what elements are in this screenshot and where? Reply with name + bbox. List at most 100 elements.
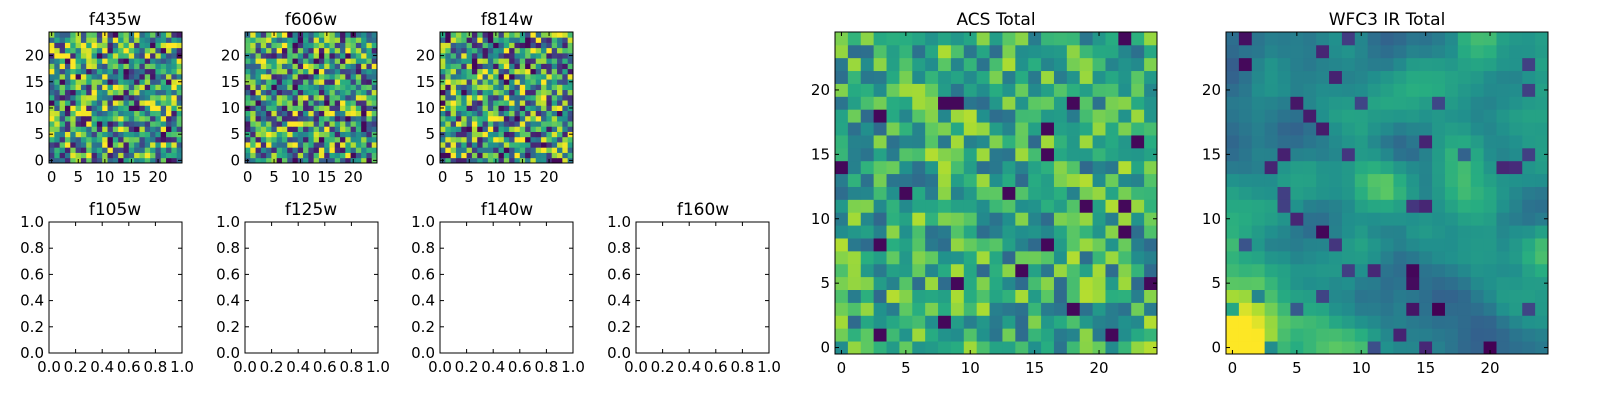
heatmap-cell [1251, 109, 1266, 123]
heatmap-cell [176, 94, 183, 101]
heatmap-cell [250, 58, 256, 64]
heatmap-cell [557, 73, 563, 80]
x-tick-label: 0.6 [313, 358, 337, 376]
heatmap-cell [1079, 250, 1093, 265]
heatmap-cell [1406, 160, 1420, 175]
heatmap-cells [835, 32, 1158, 355]
heatmap-cell [519, 89, 526, 96]
heatmap-cell [1028, 44, 1042, 59]
x-tick-label: 20 [1089, 359, 1108, 377]
heatmap-cell [107, 121, 114, 127]
x-tick-label: 0.8 [534, 358, 558, 376]
heatmap-cell [313, 32, 320, 38]
heatmap-cell [493, 63, 499, 70]
heatmap-cell [118, 110, 124, 117]
heatmap-cell [557, 84, 563, 91]
heatmap-cell [925, 57, 939, 72]
heatmap-cell [1277, 250, 1291, 265]
heatmap-cell [445, 47, 452, 54]
heatmap-cell [455, 84, 462, 91]
heatmap-cell [134, 68, 140, 75]
heatmap-cell [503, 47, 510, 54]
heatmap-cell [1066, 160, 1081, 175]
heatmap-cell [355, 115, 362, 122]
heatmap-cell [59, 147, 66, 153]
heatmap-cell [1470, 341, 1484, 355]
heatmap-cell [324, 73, 330, 80]
heatmap-cell [1380, 122, 1394, 136]
heatmap-cell [303, 131, 309, 138]
heatmap-cell [345, 157, 351, 164]
heatmap-cell [1105, 328, 1119, 342]
heatmap-cell [1303, 302, 1317, 316]
heatmap-cell [176, 63, 183, 70]
heatmap-cell [340, 152, 346, 159]
heatmap-cell [503, 89, 510, 96]
heatmap-cell [557, 47, 563, 54]
heatmap-cell [466, 68, 473, 75]
heatmap-cell [345, 94, 351, 101]
heatmap-cell [562, 84, 569, 91]
heatmap-cell [461, 58, 467, 64]
heatmap-cell [324, 131, 330, 138]
heatmap-cell [1406, 109, 1420, 123]
heatmap-cell [557, 121, 563, 127]
heatmap-cell [1457, 135, 1472, 149]
heatmap-cell [1444, 238, 1459, 252]
heatmap-cell [1144, 199, 1158, 213]
heatmap-cell [525, 115, 531, 122]
heatmap-cell [541, 115, 547, 122]
heatmap-cell [450, 84, 457, 91]
heatmap-cell [128, 121, 135, 127]
heatmap-cell [1290, 83, 1304, 97]
heatmap-cell [271, 136, 278, 143]
heatmap-cell [509, 126, 515, 132]
heatmap-cell [1380, 289, 1394, 303]
y-tick-label: 1.0 [216, 213, 240, 231]
heatmap-cell [91, 42, 98, 49]
heatmap-cell [340, 100, 346, 106]
heatmap-cell [551, 121, 558, 127]
heatmap-cell [1444, 341, 1459, 355]
heatmap-cell [118, 131, 124, 138]
heatmap-cell [482, 73, 489, 80]
heatmap-cell [445, 89, 452, 96]
heatmap-cell [91, 152, 98, 159]
heatmap-cell [1329, 212, 1343, 226]
heatmap-cell [345, 58, 351, 64]
heatmap-cell [260, 68, 267, 75]
heatmap-cell [541, 58, 547, 64]
heatmap-cell [546, 84, 553, 91]
heatmap-cell [562, 115, 569, 122]
heatmap-cell [440, 47, 446, 54]
heatmap-cell [70, 142, 76, 148]
heatmap-cell [1496, 147, 1510, 162]
heatmap-cell [96, 131, 103, 138]
heatmap-cell [1066, 135, 1081, 149]
heatmap-cell [1496, 328, 1510, 342]
heatmap-cell [487, 79, 494, 85]
heatmap-cell [535, 147, 542, 153]
heatmap-cell [107, 42, 114, 49]
heatmap-cell [514, 131, 521, 138]
heatmap-cell [873, 315, 887, 329]
heatmap-cell [1118, 289, 1132, 303]
heatmap-cell [350, 115, 357, 122]
heatmap-cell [562, 100, 569, 106]
heatmap-cell [266, 157, 272, 164]
heatmap-cell [912, 302, 926, 316]
heatmap-cell [445, 157, 452, 164]
y-tick-label: 10 [1202, 210, 1221, 228]
heatmap-cell [461, 105, 467, 111]
heatmap-cell [938, 263, 952, 278]
heatmap-cell [886, 315, 900, 329]
heatmap-cell [54, 110, 61, 117]
heatmap-cell [482, 115, 489, 122]
heatmap-cell [112, 105, 119, 111]
heatmap-cell [112, 142, 119, 148]
heatmap-cell [250, 52, 256, 59]
heatmap-cell [308, 84, 315, 91]
heatmap-cell [276, 100, 283, 106]
heatmap-cell [297, 136, 304, 143]
heatmap-cell [297, 89, 304, 96]
